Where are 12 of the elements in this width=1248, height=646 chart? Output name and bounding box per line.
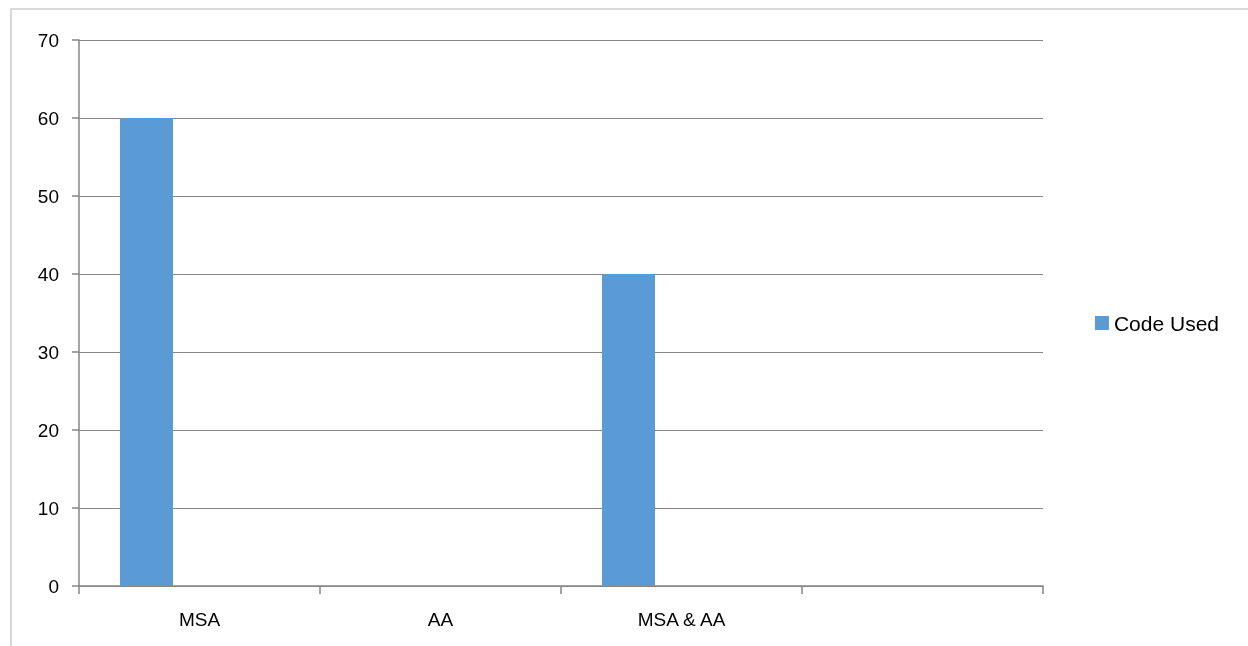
x-tick-label: AA bbox=[427, 609, 454, 630]
x-tick-label: MSA & AA bbox=[637, 609, 726, 630]
y-tick-label: 30 bbox=[37, 341, 59, 363]
y-tick-label: 60 bbox=[37, 107, 59, 129]
x-tick-label: MSA bbox=[178, 609, 221, 630]
y-tick-label: 10 bbox=[37, 497, 59, 519]
legend-label: Code Used bbox=[1113, 311, 1219, 335]
y-tick-label: 0 bbox=[48, 575, 59, 597]
y-tick-label: 40 bbox=[37, 263, 59, 285]
y-tick-label: 70 bbox=[37, 29, 59, 51]
y-tick-label: 20 bbox=[37, 419, 59, 441]
y-tick-label: 50 bbox=[37, 185, 59, 207]
